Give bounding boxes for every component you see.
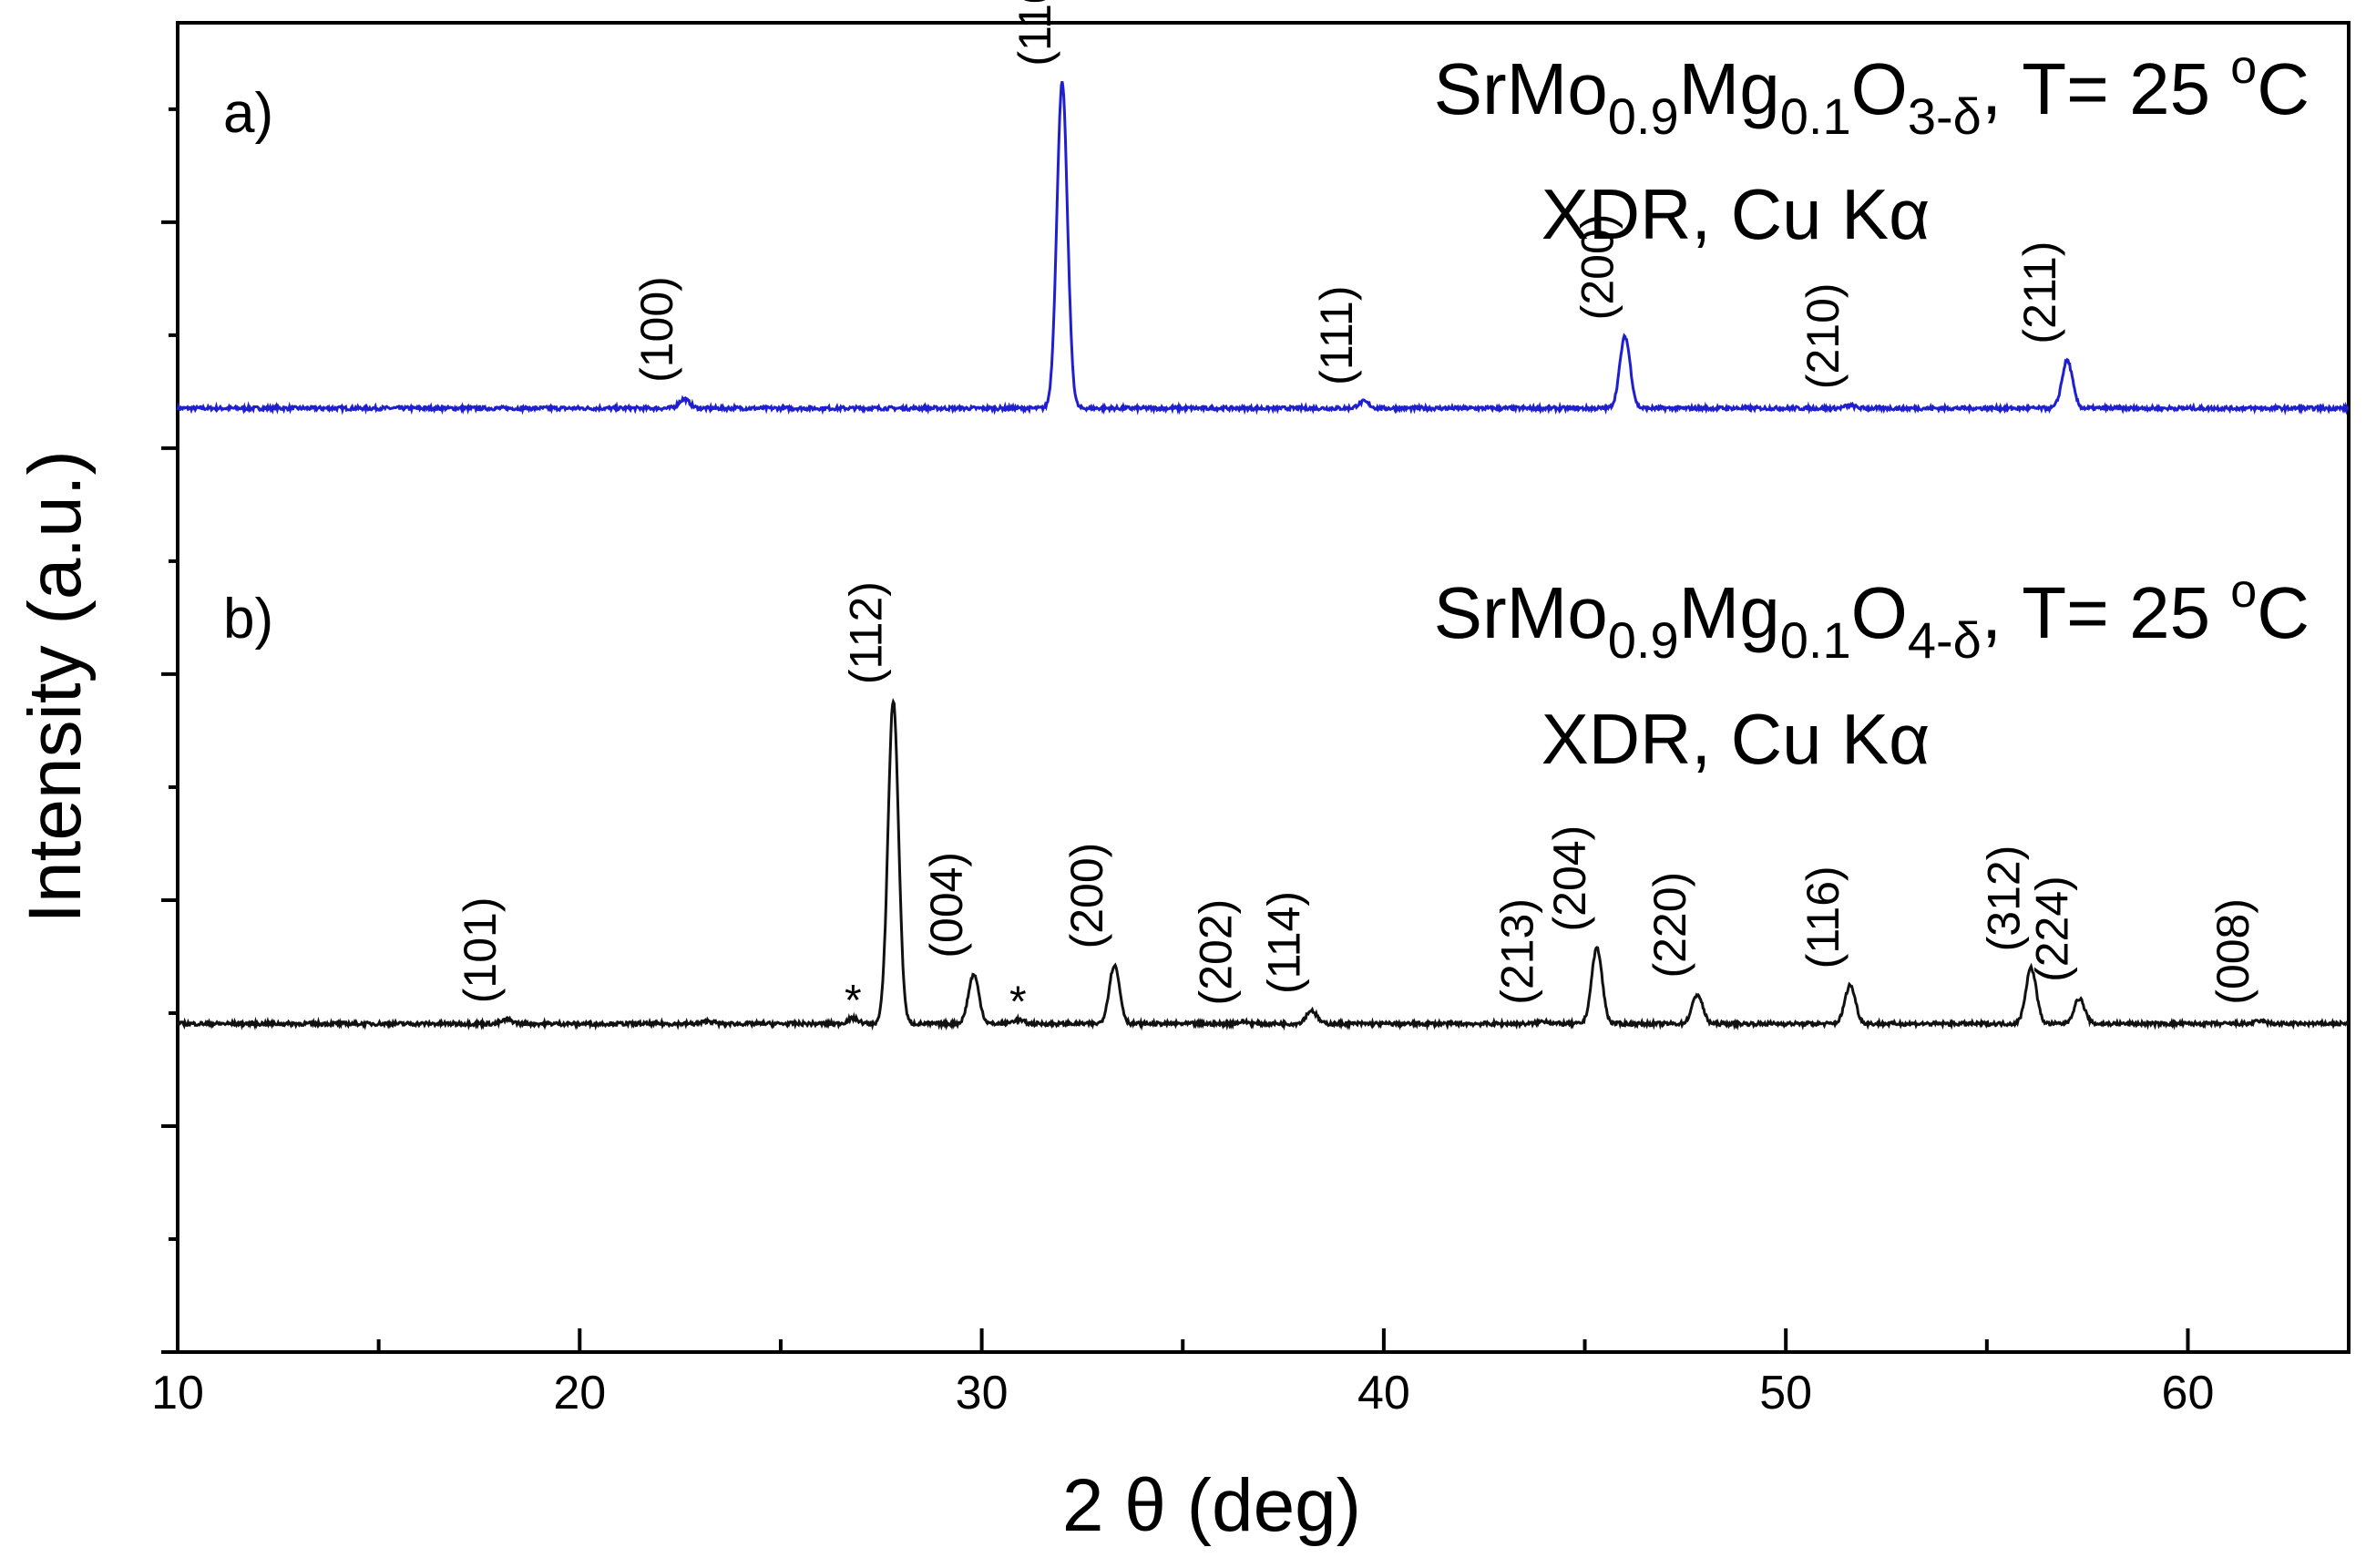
panel-b-title: SrMo0.9Mg0.1O4-δ, T= 25 oC — [1434, 565, 2310, 669]
panel-a-title-sub2: 0.1 — [1780, 87, 1851, 145]
peak-label: (202) — [1190, 899, 1241, 1006]
panel-a-title-o: O — [1851, 48, 1908, 129]
peak-label: (111) — [1311, 286, 1362, 385]
y-axis-ticks — [161, 107, 178, 1354]
panel-a-title-unit: C — [2257, 48, 2310, 129]
diffraction-traces — [176, 80, 2350, 1031]
peak-label: (211) — [2014, 241, 2065, 344]
impurity-marker: * — [1009, 978, 1027, 1026]
peak-label: (200) — [1061, 843, 1112, 949]
panel-b-title-mid: Mg — [1679, 572, 1780, 653]
x-axis-ticks: 10 20 30 40 50 60 — [151, 1328, 2214, 1419]
panel-a-title-deg: o — [2230, 41, 2257, 94]
panel-a-subtitle: XDR, Cu Kα — [1541, 174, 1931, 254]
peak-label: (210) — [1798, 282, 1849, 389]
peak-label: (101) — [455, 897, 506, 1004]
peak-label: (213) — [1491, 898, 1542, 1005]
panel-b-title-sub3: 4-δ — [1908, 611, 1982, 669]
panel-a-title-tail: , T= 25 — [1982, 48, 2230, 129]
peak-label: (116) — [1798, 866, 1849, 968]
x-tick-label: 30 — [956, 1367, 1009, 1419]
peak-label: (008) — [2207, 898, 2258, 1005]
peak-label: (004) — [921, 852, 972, 958]
x-tick-label: 40 — [1357, 1367, 1410, 1419]
panel-a-title-sub1: 0.9 — [1608, 87, 1679, 145]
peak-label: (114) — [1258, 891, 1309, 994]
panel-b-title-tail: , T= 25 — [1982, 572, 2230, 653]
x-tick-label: 20 — [553, 1367, 606, 1419]
panel-a-title-sub3: 3-δ — [1908, 87, 1982, 145]
panel-a-title-main: SrMo — [1434, 48, 1608, 129]
peak-label: (224) — [2026, 876, 2077, 982]
peak-label: (112) — [841, 581, 892, 684]
panel-b-title-deg: o — [2230, 565, 2257, 618]
panel-a-label: a) — [223, 82, 273, 145]
panel-b-label: b) — [223, 588, 273, 651]
peak-label: (100) — [631, 276, 682, 383]
x-tick-label: 60 — [2162, 1367, 2215, 1419]
panel-a-title: SrMo0.9Mg0.1O3-δ, T= 25 oC — [1434, 41, 2310, 145]
peak-label: (110) — [1009, 0, 1060, 67]
x-axis-title: 2 θ (deg) — [1062, 1464, 1361, 1547]
panel-b-title-sub2: 0.1 — [1780, 611, 1851, 669]
x-tick-label: 10 — [151, 1367, 204, 1419]
impurity-marker: * — [845, 977, 862, 1025]
plot-frame — [176, 21, 2351, 1354]
peak-labels: (100) (110) (111) (200) (210) (211) (101) * (112… — [455, 0, 2258, 1026]
panel-b-subtitle: XDR, Cu Kα — [1541, 699, 1931, 779]
peak-label: (312) — [1978, 845, 2029, 952]
trace-panel-a — [176, 80, 2350, 416]
panel-b-title-main: SrMo — [1434, 572, 1608, 653]
peak-label: (200) — [1572, 214, 1623, 321]
panel-b-title-sub1: 0.9 — [1608, 611, 1679, 669]
peak-label: (204) — [1544, 825, 1595, 932]
peak-label: (220) — [1644, 872, 1695, 979]
panel-a-title-mid: Mg — [1679, 48, 1780, 129]
y-axis-title: Intensity (a.u.) — [14, 450, 97, 924]
x-tick-label: 50 — [1759, 1367, 1812, 1419]
panel-b-title-unit: C — [2257, 572, 2310, 653]
panel-b-title-o: O — [1851, 572, 1908, 653]
trace-panel-b — [176, 698, 2350, 1031]
